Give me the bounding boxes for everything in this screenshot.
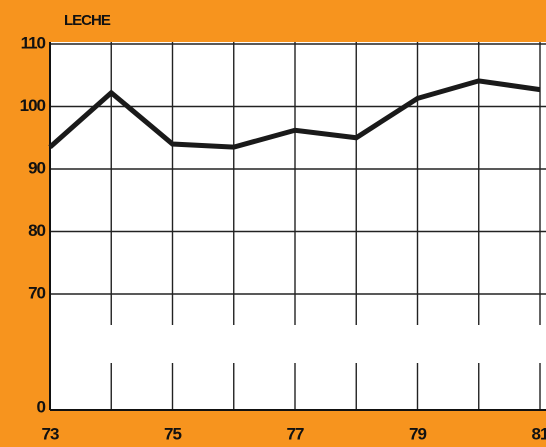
x-tick-label: 81 bbox=[532, 424, 546, 443]
y-tick-label: 80 bbox=[28, 221, 45, 240]
x-tick-label: 75 bbox=[164, 424, 181, 443]
y-tick-label: 110 bbox=[21, 33, 46, 52]
x-tick-label: 79 bbox=[409, 424, 426, 443]
x-tick-label: 77 bbox=[287, 424, 304, 443]
y-tick-label: 100 bbox=[20, 96, 46, 115]
chart-title: LECHE bbox=[64, 12, 111, 29]
line-series bbox=[48, 78, 541, 150]
y-tick-label: 90 bbox=[28, 158, 45, 177]
x-tick-label: 73 bbox=[42, 424, 59, 443]
y-tick-label: 0 bbox=[37, 397, 46, 416]
plot-area bbox=[50, 42, 546, 410]
y-tick-label: 70 bbox=[28, 283, 45, 302]
